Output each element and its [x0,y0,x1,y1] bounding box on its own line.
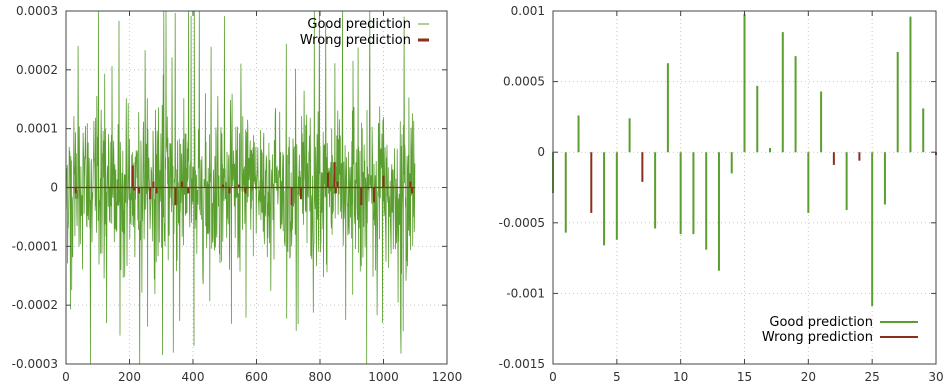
right-legend-good-label: Good prediction [769,315,873,330]
left-xtick-label: 1200 [432,370,463,384]
right-legend: Good prediction Wrong prediction [762,315,918,345]
left-xtick-label: 400 [182,370,205,384]
right-xtick-label: 10 [673,370,688,384]
left-ytick-label: -0.0001 [12,239,58,253]
right-xtick-label: 5 [613,370,621,384]
right-ytick-label: -0.0015 [499,357,545,371]
right-ytick-label: -0.001 [506,286,545,300]
left-xtick-label: 200 [118,370,141,384]
left-ytick-label: 0.0001 [16,122,58,136]
left-ytick-label: 0.0002 [16,63,58,77]
left-good-series-line [65,10,416,365]
right-axis-ticks: 0 5 10 15 20 25 30 -0.0015 -0.001 -0.0005 0 0.0005 0… [499,4,944,384]
chart-right: 0 5 10 15 20 25 30 -0.0015 -0.001 -0.0005 0 0.0005 0… [499,4,944,384]
right-ytick-label: 0.001 [511,4,545,18]
left-ytick-label: 0 [50,181,58,195]
left-legend: Good prediction Wrong prediction [300,17,429,48]
right-ytick-label: 0.0005 [503,75,545,89]
left-wrong-series [66,162,416,206]
left-ytick-label: -0.0003 [12,357,58,371]
left-xtick-label: 800 [309,370,332,384]
right-xtick-label: 0 [549,370,557,384]
left-xtick-label: 0 [62,370,70,384]
right-ytick-label: -0.0005 [499,216,545,230]
right-ytick-label: 0 [537,145,545,159]
left-legend-good-label: Good prediction [307,17,411,32]
left-ytick-label: -0.0002 [12,298,58,312]
right-legend-wrong-label: Wrong prediction [762,330,873,345]
right-xtick-label: 25 [865,370,880,384]
left-legend-wrong-label: Wrong prediction [300,33,411,48]
left-axis-ticks: 0 200 400 600 800 1000 1200 -0.0003 -0.0002 -0.00… [12,4,463,384]
right-xtick-label: 15 [737,370,752,384]
left-xtick-label: 1000 [368,370,399,384]
left-xtick-label: 600 [245,370,268,384]
right-xtick-label: 30 [928,370,943,384]
chart-left: 0 200 400 600 800 1000 1200 -0.0003 -0.0002 -0.00… [12,4,463,384]
right-xtick-label: 20 [801,370,816,384]
left-ytick-label: 0.0003 [16,4,58,18]
left-good-series [65,10,416,365]
